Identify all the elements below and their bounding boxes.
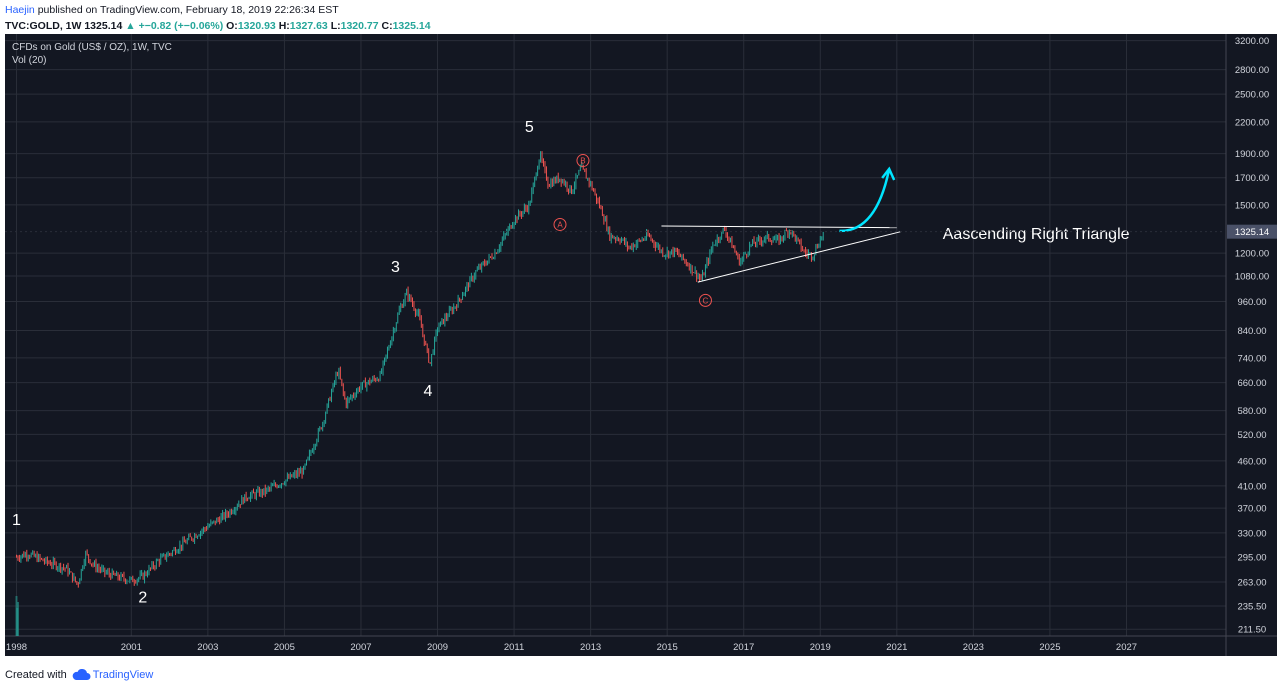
x-tick-label: 2001 — [121, 642, 142, 653]
wave-label: B — [580, 157, 585, 166]
wave-number: 3 — [391, 259, 400, 276]
cloud-icon — [72, 669, 91, 680]
price-bars — [15, 151, 824, 588]
x-tick-label: 2011 — [504, 642, 524, 653]
x-tick-label: 2009 — [427, 642, 448, 653]
wave-label: C — [703, 296, 709, 305]
wave-number: 1 — [12, 512, 21, 529]
y-tick-label: 1700.00 — [1235, 173, 1269, 184]
x-tick-label: 2003 — [197, 642, 218, 653]
y-tick-label: 660.00 — [1237, 378, 1266, 389]
low-value: 1320.77 — [340, 20, 379, 32]
close-label: C: — [381, 20, 393, 32]
wave-circle-icon — [576, 154, 590, 168]
pattern-annotation: Aascending Right Triangle — [943, 226, 1130, 243]
x-tick-label: 2005 — [274, 642, 295, 653]
last-price: 1325.14 — [84, 20, 123, 32]
author-link[interactable]: Haejin — [5, 4, 35, 16]
last-price-tag — [1227, 224, 1277, 239]
y-tick-label: 460.00 — [1237, 456, 1266, 467]
legend-title: CFDs on Gold (US$ / OZ), 1W, TVC — [12, 42, 172, 53]
high-label: H: — [278, 20, 290, 32]
y-tick-label: 1080.00 — [1235, 271, 1269, 282]
x-tick-label: 2023 — [963, 642, 984, 653]
y-tick-label: 520.00 — [1237, 430, 1266, 441]
y-tick-label: 1200.00 — [1235, 249, 1269, 260]
up-triangle-icon: ▲ — [125, 20, 136, 32]
y-tick-label: 2200.00 — [1235, 117, 1269, 128]
trendline — [697, 231, 901, 283]
projection-arrow — [839, 168, 891, 233]
y-tick-label: 960.00 — [1237, 297, 1266, 308]
x-tick-label: 2015 — [657, 642, 678, 653]
open-label: O: — [226, 20, 238, 32]
x-tick-label: 2025 — [1039, 642, 1060, 653]
chart-background — [5, 34, 1277, 656]
chart-header: Haejin published on TradingView.com, Feb… — [5, 2, 431, 34]
wave-circle-icon — [698, 293, 712, 307]
wave-number: 2 — [138, 589, 147, 606]
x-tick-label: 2017 — [733, 642, 754, 653]
y-tick-label: 2800.00 — [1235, 65, 1269, 76]
chart-legend: CFDs on Gold (US$ / OZ), 1W, TVC Vol (20… — [12, 41, 172, 67]
y-tick-label: 1900.00 — [1235, 149, 1269, 160]
arrow-head-icon — [881, 166, 896, 181]
tradingview-logo[interactable]: TradingView — [71, 669, 154, 681]
open-value: 1320.93 — [237, 20, 276, 32]
y-tick-label: 410.00 — [1237, 481, 1266, 492]
last-price-tag-label: 1325.14 — [1235, 227, 1269, 238]
y-tick-label: 3200.00 — [1235, 36, 1269, 47]
y-tick-label: 740.00 — [1237, 353, 1266, 364]
chart-area[interactable]: 3200.00 2800.00 2500.00 2200.00 1900.00 1700.… — [5, 34, 1277, 656]
wave-number: 4 — [423, 383, 432, 400]
created-with-label: Created with — [5, 669, 67, 681]
x-tick-label: 2021 — [886, 642, 907, 653]
wave-label: A — [557, 220, 563, 229]
high-value: 1327.63 — [289, 20, 328, 32]
tradingview-brand: TradingView — [92, 669, 154, 681]
x-tick-label: 2013 — [580, 642, 601, 653]
x-tick-label: 2027 — [1116, 642, 1137, 653]
y-tick-label: 295.00 — [1237, 553, 1266, 564]
low-label: L: — [330, 20, 341, 32]
legend-volume: Vol (20) — [12, 55, 47, 66]
y-tick-label: 263.00 — [1237, 578, 1266, 589]
y-tick-label: 235.50 — [1237, 601, 1266, 612]
x-tick-label: 2019 — [810, 642, 831, 653]
published-text: published on TradingView.com, February 1… — [37, 4, 339, 16]
symbol-label: TVC:GOLD, 1W — [5, 20, 82, 32]
y-tick-label: 840.00 — [1237, 326, 1266, 337]
y-tick-label: 211.50 — [1238, 625, 1266, 636]
y-tick-label: 1500.00 — [1235, 200, 1269, 211]
y-tick-label: 330.00 — [1237, 528, 1266, 539]
y-tick-label: 580.00 — [1237, 406, 1266, 417]
close-value: 1325.14 — [392, 20, 431, 32]
y-tick-label: 2500.00 — [1235, 90, 1269, 101]
wave-number: 5 — [525, 119, 534, 136]
price-chart[interactable]: 3200.00 2800.00 2500.00 2200.00 1900.00 1700.… — [5, 34, 1277, 656]
y-tick-label: 370.00 — [1237, 504, 1266, 515]
x-tick-label: 2007 — [350, 642, 371, 653]
price-change: +−0.82 (+−0.06%) — [138, 20, 224, 32]
x-tick-label: 1998 — [6, 642, 27, 653]
wave-circle-icon — [553, 217, 567, 231]
footer: Created with TradingView — [5, 669, 153, 681]
